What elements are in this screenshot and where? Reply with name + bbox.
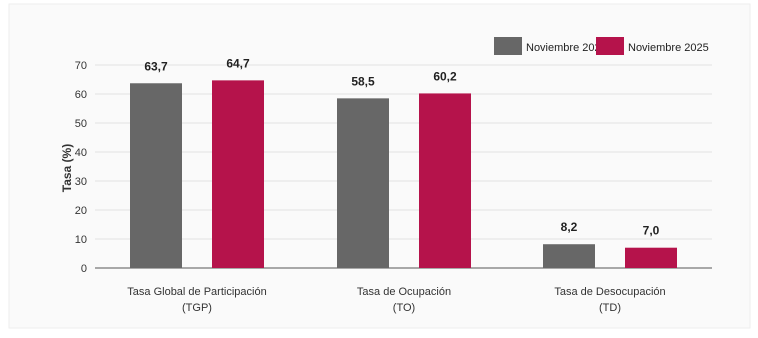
axes: 0 10 20 30 40 50 60 70 Tasa (%) Tasa Global de Pa… (60, 60, 712, 314)
x-tick-label: Tasa de Ocupación (357, 286, 451, 298)
legend: Noviembre 2024 Noviembre 2025 (494, 37, 709, 55)
x-tick-label: Tasa de Desocupación (554, 286, 665, 298)
bar (419, 93, 471, 268)
bar (337, 98, 389, 268)
data-label: 64,7 (226, 56, 250, 70)
data-labels: 63,7 64,7 58,5 60,2 8,2 7,0 (144, 56, 659, 237)
y-tick-label: 70 (75, 60, 87, 72)
x-tick-label: (TO) (393, 302, 415, 314)
bars (130, 80, 677, 269)
y-axis-title: Tasa (%) (60, 144, 74, 192)
x-tick-label: Tasa Global de Participación (127, 286, 266, 298)
x-tick-label: (TGP) (182, 302, 212, 314)
bar (130, 83, 182, 269)
bar (625, 247, 677, 268)
y-tick-label: 50 (75, 118, 87, 130)
legend-swatch (494, 37, 522, 55)
y-tick-label: 10 (75, 234, 87, 246)
data-label: 63,7 (144, 59, 168, 73)
legend-label: Noviembre 2024 (526, 42, 607, 54)
y-tick-label: 30 (75, 176, 87, 188)
gridlines (95, 64, 712, 240)
legend-swatch (596, 37, 624, 55)
y-tick-label: 40 (75, 147, 87, 159)
data-label: 8,2 (561, 220, 578, 234)
data-label: 60,2 (433, 69, 457, 83)
data-label: 58,5 (351, 74, 375, 88)
x-tick-label: (TD) (599, 302, 621, 314)
y-tick-label: 20 (75, 205, 87, 217)
y-tick-label: 60 (75, 89, 87, 101)
data-label: 7,0 (643, 224, 660, 238)
bar (543, 244, 595, 268)
bar (212, 80, 264, 269)
legend-label: Noviembre 2025 (628, 42, 709, 54)
y-tick-label: 0 (81, 263, 87, 275)
